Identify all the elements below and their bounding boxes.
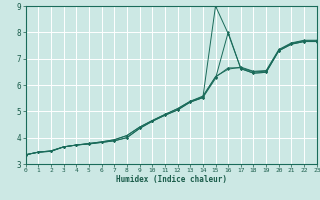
X-axis label: Humidex (Indice chaleur): Humidex (Indice chaleur) bbox=[116, 175, 227, 184]
